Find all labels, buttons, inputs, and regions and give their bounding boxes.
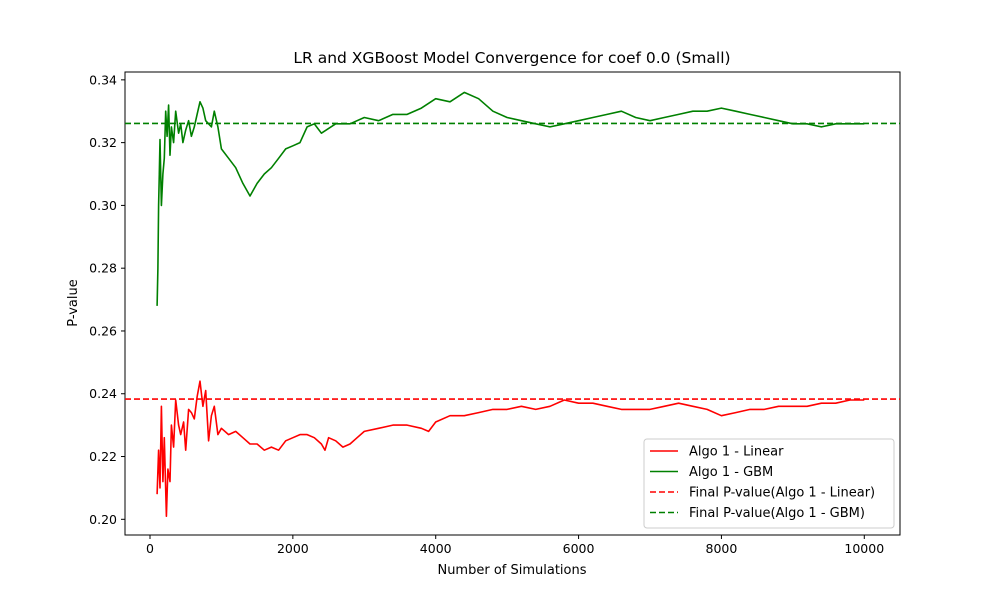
x-tick-label: 2000 [277, 541, 309, 556]
x-axis-label: Number of Simulations [437, 563, 586, 578]
y-tick-label: 0.26 [89, 323, 117, 338]
legend-label-final-p-value-algo-1-linear: Final P-value(Algo 1 - Linear) [689, 486, 875, 501]
legend-label-final-p-value-algo-1-gbm: Final P-value(Algo 1 - GBM) [689, 506, 865, 521]
series-layer [125, 91, 900, 518]
y-axis: 0.20 0.22 0.24 0.26 0.28 0.30 0.32 0.34 [89, 72, 125, 527]
series-algo-1-linear-line [156, 380, 865, 518]
legend-label-algo-1-linear: Algo 1 - Linear [689, 445, 784, 460]
x-tick-label: 10000 [844, 541, 884, 556]
legend-label-algo-1-gbm: Algo 1 - GBM [689, 465, 773, 480]
y-tick-label: 0.22 [89, 449, 117, 464]
y-axis-label: P-value [66, 279, 81, 326]
y-tick-label: 0.30 [89, 198, 117, 213]
legend: Algo 1 - Linear Algo 1 - GBM Final P-value… [643, 438, 895, 529]
chart-title: LR and XGBoost Model Convergence for coe… [293, 49, 730, 67]
legend-box [643, 438, 895, 529]
y-tick-label: 0.34 [89, 72, 117, 87]
y-tick-label: 0.32 [89, 135, 117, 150]
x-tick-label: 0 [146, 541, 154, 556]
x-tick-label: 4000 [420, 541, 452, 556]
y-tick-label: 0.28 [89, 261, 117, 276]
x-tick-label: 6000 [563, 541, 595, 556]
x-tick-label: 8000 [706, 541, 738, 556]
series-algo-1-gbm-line [156, 91, 865, 306]
plot-area-frame [124, 71, 901, 536]
y-tick-label: 0.20 [89, 512, 117, 527]
x-axis: 0 2000 4000 6000 8000 10000 [146, 535, 884, 556]
y-tick-label: 0.24 [89, 386, 117, 401]
